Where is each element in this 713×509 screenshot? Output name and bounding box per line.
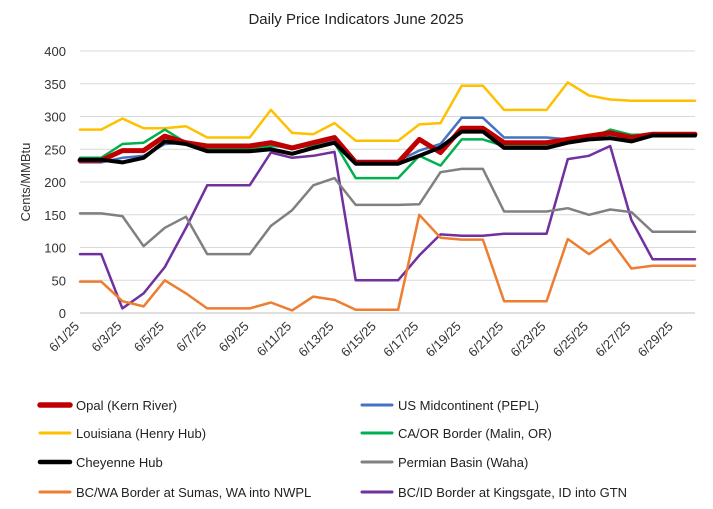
y-axis-ticks: 0 50 100 150 200 250 300 350 400 bbox=[44, 44, 66, 321]
x-tick-label: 6/11/25 bbox=[254, 319, 295, 360]
y-tick-label: 0 bbox=[59, 306, 66, 321]
series-line-cheyenne-hub bbox=[78, 129, 697, 166]
y-tick-label: 50 bbox=[52, 273, 66, 288]
series-lines bbox=[77, 81, 698, 312]
y-tick-label: 150 bbox=[44, 208, 66, 223]
gridlines bbox=[80, 50, 695, 314]
x-tick-label: 6/19/25 bbox=[423, 319, 464, 360]
legend-label-ca-or-border-malin-or: CA/OR Border (Malin, OR) bbox=[398, 426, 552, 441]
y-tick-label: 200 bbox=[44, 175, 66, 190]
y-axis-label: Cents/MMBtu bbox=[18, 143, 33, 222]
x-tick-label: 6/3/25 bbox=[88, 319, 124, 355]
series-line-permian-basin-waha bbox=[78, 167, 697, 256]
y-tick-label: 250 bbox=[44, 142, 66, 157]
y-tick-label: 350 bbox=[44, 77, 66, 92]
legend-label-cheyenne-hub: Cheyenne Hub bbox=[76, 455, 163, 470]
x-tick-label: 6/17/25 bbox=[380, 319, 421, 360]
x-tick-label: 6/7/25 bbox=[173, 319, 209, 355]
series-line-bc-id-border-at-kingsgate-id-into-gtn bbox=[78, 144, 697, 310]
series-line-louisiana-henry-hub bbox=[78, 81, 697, 142]
chart-title: Daily Price Indicators June 2025 bbox=[248, 11, 463, 28]
x-axis-ticks: 6/1/25 6/3/25 6/5/25 6/7/25 6/9/25 6/11/25 6/1… bbox=[46, 319, 676, 360]
x-tick-label: 6/23/25 bbox=[507, 319, 548, 360]
y-tick-label: 400 bbox=[44, 44, 66, 59]
x-tick-label: 6/5/25 bbox=[131, 319, 167, 355]
legend-label-opal-kern-river: Opal (Kern River) bbox=[76, 398, 177, 413]
x-tick-label: 6/1/25 bbox=[46, 319, 82, 355]
legend-label-permian-basin-waha: Permian Basin (Waha) bbox=[398, 455, 528, 470]
x-tick-label: 6/15/25 bbox=[338, 319, 379, 360]
x-tick-label: 6/9/25 bbox=[216, 319, 252, 355]
legend-label-bc-wa-border-at-sumas-wa-into-nwpl: BC/WA Border at Sumas, WA into NWPL bbox=[76, 485, 311, 500]
x-tick-label: 6/25/25 bbox=[550, 319, 591, 360]
y-tick-label: 100 bbox=[44, 241, 66, 256]
y-tick-label: 300 bbox=[44, 110, 66, 125]
x-tick-label: 6/13/25 bbox=[295, 319, 336, 360]
x-tick-label: 6/27/25 bbox=[592, 319, 633, 360]
series-line-bc-wa-border-at-sumas-wa-into-nwpl bbox=[78, 213, 697, 312]
x-tick-label: 6/21/25 bbox=[465, 319, 506, 360]
legend-label-us-midcontinent-pepl: US Midcontinent (PEPL) bbox=[398, 398, 539, 413]
legend-label-louisiana-henry-hub: Louisiana (Henry Hub) bbox=[76, 426, 206, 441]
legend-label-bc-id-border-at-kingsgate-id-into-gtn: BC/ID Border at Kingsgate, ID into GTN bbox=[398, 485, 627, 500]
x-tick-label: 6/29/25 bbox=[635, 319, 676, 360]
legend: Opal (Kern River) US Midcontinent (PEPL) L… bbox=[37, 398, 627, 500]
